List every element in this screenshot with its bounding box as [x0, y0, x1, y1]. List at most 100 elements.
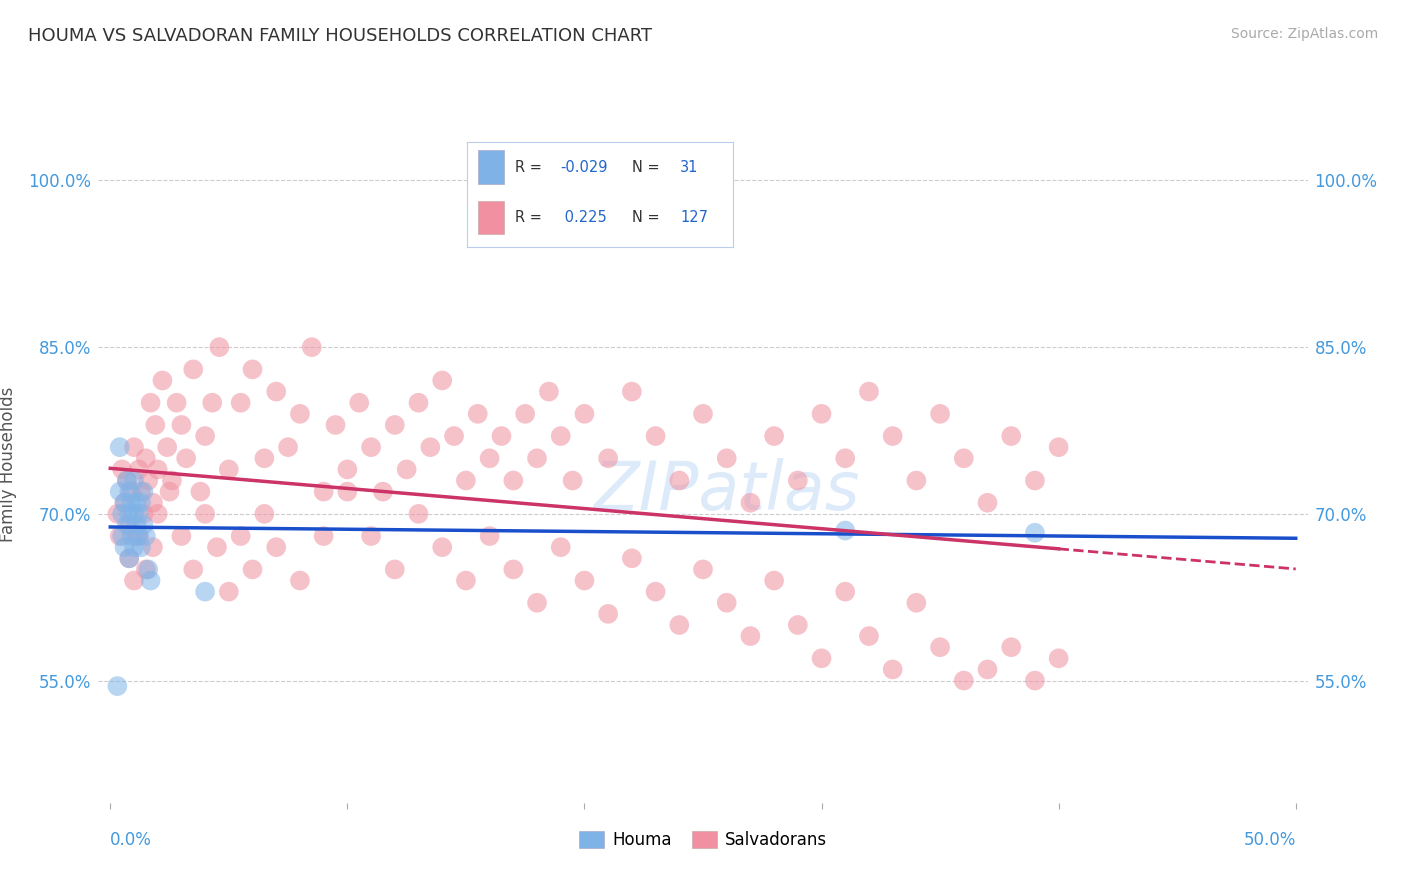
Point — [229, 529, 252, 543]
Point — [114, 540, 136, 554]
Point — [156, 440, 179, 454]
Point — [111, 507, 134, 521]
Point — [128, 529, 150, 543]
Point — [763, 429, 786, 443]
Point — [550, 429, 572, 443]
Point — [976, 496, 998, 510]
Point — [132, 484, 155, 499]
Point — [288, 407, 311, 421]
Point — [132, 518, 155, 533]
Point — [432, 374, 454, 388]
Point — [115, 518, 138, 533]
Point — [115, 474, 138, 488]
Point — [952, 451, 974, 466]
Point — [1047, 440, 1070, 454]
Point — [125, 496, 148, 510]
Point — [108, 529, 131, 543]
Point — [108, 484, 131, 499]
Point — [443, 429, 465, 443]
Point — [763, 574, 786, 588]
Point — [419, 440, 441, 454]
Point — [858, 384, 880, 399]
Point — [146, 507, 169, 521]
Point — [598, 607, 620, 621]
Point — [142, 540, 165, 554]
Point — [277, 440, 299, 454]
Point — [135, 562, 157, 576]
Point — [139, 395, 162, 409]
Point — [574, 574, 596, 588]
Point — [454, 574, 477, 588]
Point — [118, 518, 141, 533]
Point — [834, 451, 856, 466]
Point — [620, 384, 643, 399]
Point — [105, 507, 128, 521]
Point — [395, 462, 418, 476]
Point — [1000, 429, 1022, 443]
Point — [174, 451, 197, 466]
Point — [121, 529, 143, 543]
Point — [146, 462, 169, 476]
Point — [118, 507, 141, 521]
Point — [454, 474, 477, 488]
Point — [716, 596, 738, 610]
Point — [1024, 673, 1046, 688]
Text: 0.0%: 0.0% — [110, 830, 152, 848]
Point — [143, 417, 166, 432]
Point — [882, 429, 904, 443]
Point — [360, 440, 382, 454]
Point — [139, 574, 162, 588]
Point — [467, 407, 489, 421]
Point — [194, 507, 217, 521]
Point — [170, 529, 193, 543]
Point — [325, 417, 347, 432]
Point — [128, 462, 150, 476]
Point — [561, 474, 583, 488]
Point — [301, 340, 323, 354]
Point — [526, 596, 548, 610]
Point — [122, 474, 145, 488]
Point — [125, 529, 148, 543]
Point — [336, 462, 359, 476]
Text: Source: ZipAtlas.com: Source: ZipAtlas.com — [1230, 27, 1378, 41]
Point — [786, 474, 808, 488]
Point — [190, 484, 212, 499]
Point — [264, 540, 287, 554]
Point — [201, 395, 224, 409]
Text: 50.0%: 50.0% — [1243, 830, 1296, 848]
Point — [128, 529, 150, 543]
Point — [620, 551, 643, 566]
Point — [1000, 640, 1022, 655]
Point — [218, 462, 240, 476]
Point — [264, 384, 287, 399]
Point — [152, 374, 174, 388]
Y-axis label: Family Households: Family Households — [0, 386, 17, 541]
Point — [253, 451, 276, 466]
Point — [810, 407, 832, 421]
Point — [159, 484, 181, 499]
Point — [952, 673, 974, 688]
Point — [834, 524, 856, 538]
Point — [644, 429, 666, 443]
Legend: Houma, Salvadorans: Houma, Salvadorans — [572, 824, 834, 855]
Point — [312, 484, 335, 499]
Point — [288, 574, 311, 588]
Point — [125, 518, 148, 533]
Point — [491, 429, 513, 443]
Point — [550, 540, 572, 554]
Point — [502, 562, 524, 576]
Point — [118, 484, 141, 499]
Point — [668, 618, 690, 632]
Point — [253, 507, 276, 521]
Point — [122, 574, 145, 588]
Point — [181, 362, 204, 376]
Point — [312, 529, 335, 543]
Point — [114, 496, 136, 510]
Point — [408, 507, 430, 521]
Point — [114, 496, 136, 510]
Point — [478, 529, 501, 543]
Point — [121, 496, 143, 510]
Point — [170, 417, 193, 432]
Point — [786, 618, 808, 632]
Point — [408, 395, 430, 409]
